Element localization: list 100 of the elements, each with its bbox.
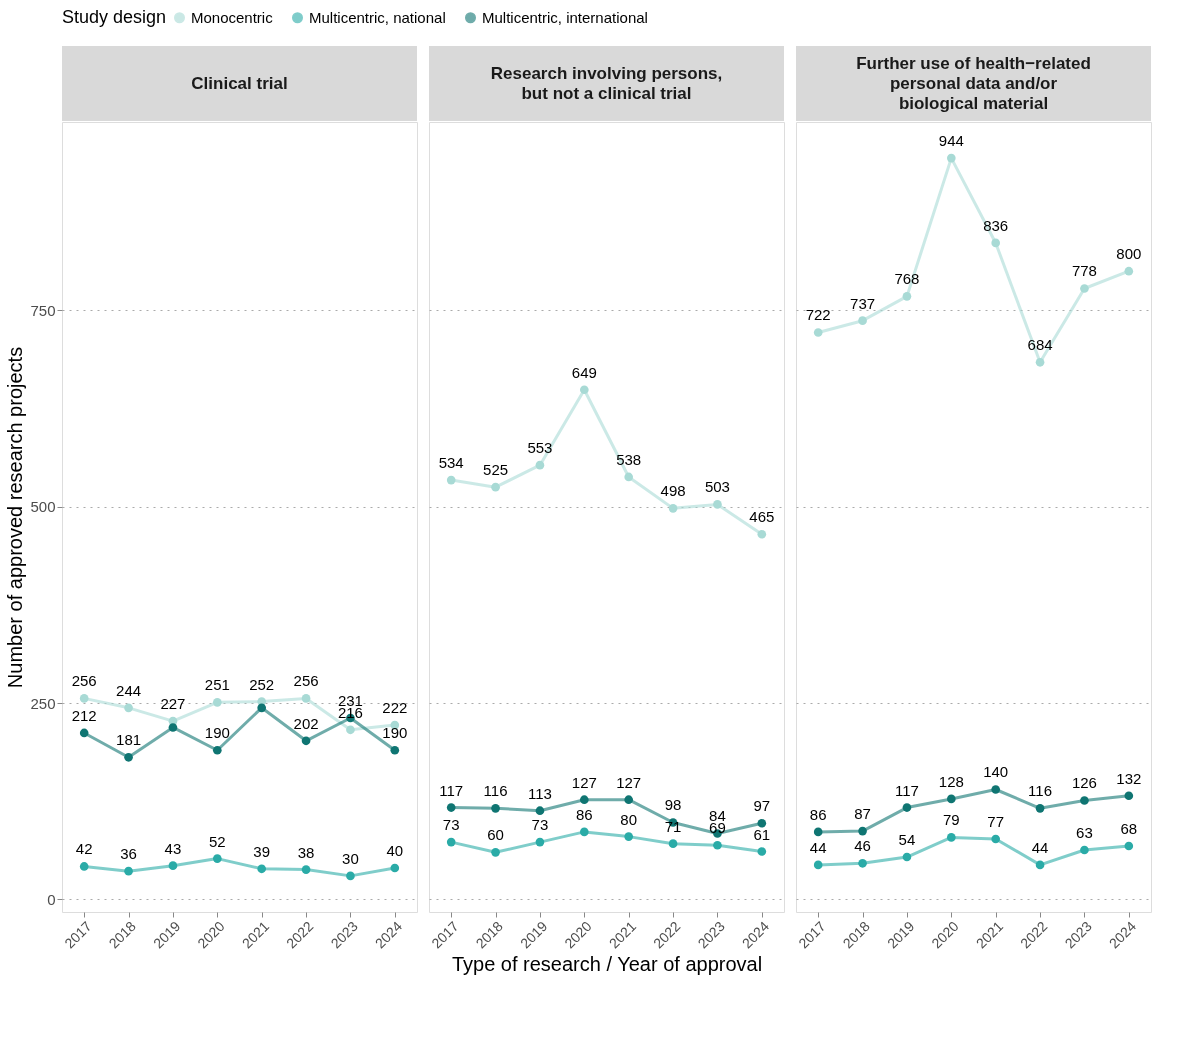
point xyxy=(624,832,634,841)
point xyxy=(301,736,311,746)
data-label: 127 xyxy=(616,773,642,791)
data-label: 68 xyxy=(1120,820,1138,838)
point xyxy=(991,834,1001,844)
point xyxy=(79,694,89,703)
point xyxy=(813,328,823,337)
y-tick-label: 500 xyxy=(30,498,56,516)
point xyxy=(579,795,589,805)
point xyxy=(535,837,545,847)
data-label: 778 xyxy=(1071,262,1097,280)
point xyxy=(757,529,767,539)
data-label: 79 xyxy=(942,811,960,829)
data-label: 244 xyxy=(116,681,142,699)
data-label: 181 xyxy=(116,731,142,749)
data-label: 52 xyxy=(208,832,226,850)
point xyxy=(446,837,456,847)
point xyxy=(991,785,1001,794)
data-label: 44 xyxy=(1031,838,1049,856)
data-label: 800 xyxy=(1116,245,1142,263)
data-label: 116 xyxy=(1028,782,1053,800)
data-label: 86 xyxy=(575,805,593,823)
point xyxy=(491,482,500,492)
data-label: 42 xyxy=(75,840,93,858)
data-label: 190 xyxy=(382,724,408,742)
data-label: 77 xyxy=(987,812,1005,830)
data-label: 116 xyxy=(483,782,508,800)
point xyxy=(1124,791,1134,801)
data-label: 127 xyxy=(571,773,597,791)
x-axis-title: Type of research / Year of approval xyxy=(451,953,763,976)
data-label: 251 xyxy=(204,676,230,694)
data-label: 44 xyxy=(809,838,827,856)
point xyxy=(390,745,400,755)
data-label: 212 xyxy=(71,706,97,724)
data-label: 98 xyxy=(664,796,682,814)
data-label: 46 xyxy=(854,837,871,855)
point xyxy=(446,475,456,485)
chart-title: Clinical trial xyxy=(191,74,288,93)
point xyxy=(757,847,767,856)
data-label: 140 xyxy=(983,763,1009,781)
data-label: 63 xyxy=(1076,823,1093,841)
point xyxy=(446,803,456,812)
point xyxy=(1035,357,1045,367)
data-label: 80 xyxy=(620,810,638,828)
data-label: 227 xyxy=(160,695,186,713)
data-label: 126 xyxy=(1071,774,1097,792)
point xyxy=(713,840,722,850)
point xyxy=(813,860,823,870)
chart-title: Further use of health−related personal data and/or biological material xyxy=(856,54,1091,113)
point xyxy=(124,703,133,713)
point xyxy=(1080,796,1089,805)
chart-title: Research involving persons, but not a clinical trial xyxy=(490,64,723,103)
point xyxy=(79,862,89,871)
point xyxy=(535,806,545,816)
point xyxy=(301,694,311,703)
legend-label: Multicentric, national xyxy=(309,8,446,26)
data-label: 836 xyxy=(983,216,1009,234)
data-label: 256 xyxy=(71,672,97,690)
point xyxy=(713,500,722,509)
y-axis-title: Number of approved research projects xyxy=(4,346,27,689)
data-label: 190 xyxy=(204,724,230,742)
data-label: 252 xyxy=(249,675,275,693)
point xyxy=(1080,284,1089,293)
data-label: 43 xyxy=(164,839,182,857)
data-label: 73 xyxy=(442,816,460,834)
point xyxy=(668,504,678,513)
point xyxy=(257,864,267,874)
point xyxy=(212,698,222,707)
legend-title: Study design xyxy=(62,7,167,27)
legend-label: Monocentric xyxy=(191,8,274,26)
y-tick-label: 250 xyxy=(30,694,56,712)
legend-label: Multicentric, international xyxy=(482,8,648,26)
point xyxy=(491,848,500,857)
point xyxy=(946,153,956,163)
point xyxy=(624,795,634,805)
point xyxy=(212,854,222,863)
point xyxy=(1035,804,1045,813)
point xyxy=(858,858,867,868)
data-label: 525 xyxy=(483,461,509,479)
data-label: 202 xyxy=(293,714,319,732)
point xyxy=(79,728,89,738)
point xyxy=(257,703,267,713)
data-label: 128 xyxy=(938,772,964,790)
point xyxy=(579,827,589,837)
data-label: 222 xyxy=(382,699,408,717)
data-label: 538 xyxy=(616,450,642,468)
point xyxy=(124,866,133,876)
point xyxy=(1124,266,1134,276)
data-label: 132 xyxy=(1116,769,1142,787)
data-label: 73 xyxy=(531,816,549,834)
y-tick-label: 750 xyxy=(30,301,56,319)
point xyxy=(858,316,867,325)
point xyxy=(902,803,912,812)
point xyxy=(1124,841,1134,851)
data-label: 86 xyxy=(809,805,827,823)
point xyxy=(1080,845,1089,855)
point xyxy=(212,745,222,755)
data-label: 30 xyxy=(342,849,359,867)
data-label: 498 xyxy=(660,482,686,500)
data-label: 649 xyxy=(571,363,597,381)
